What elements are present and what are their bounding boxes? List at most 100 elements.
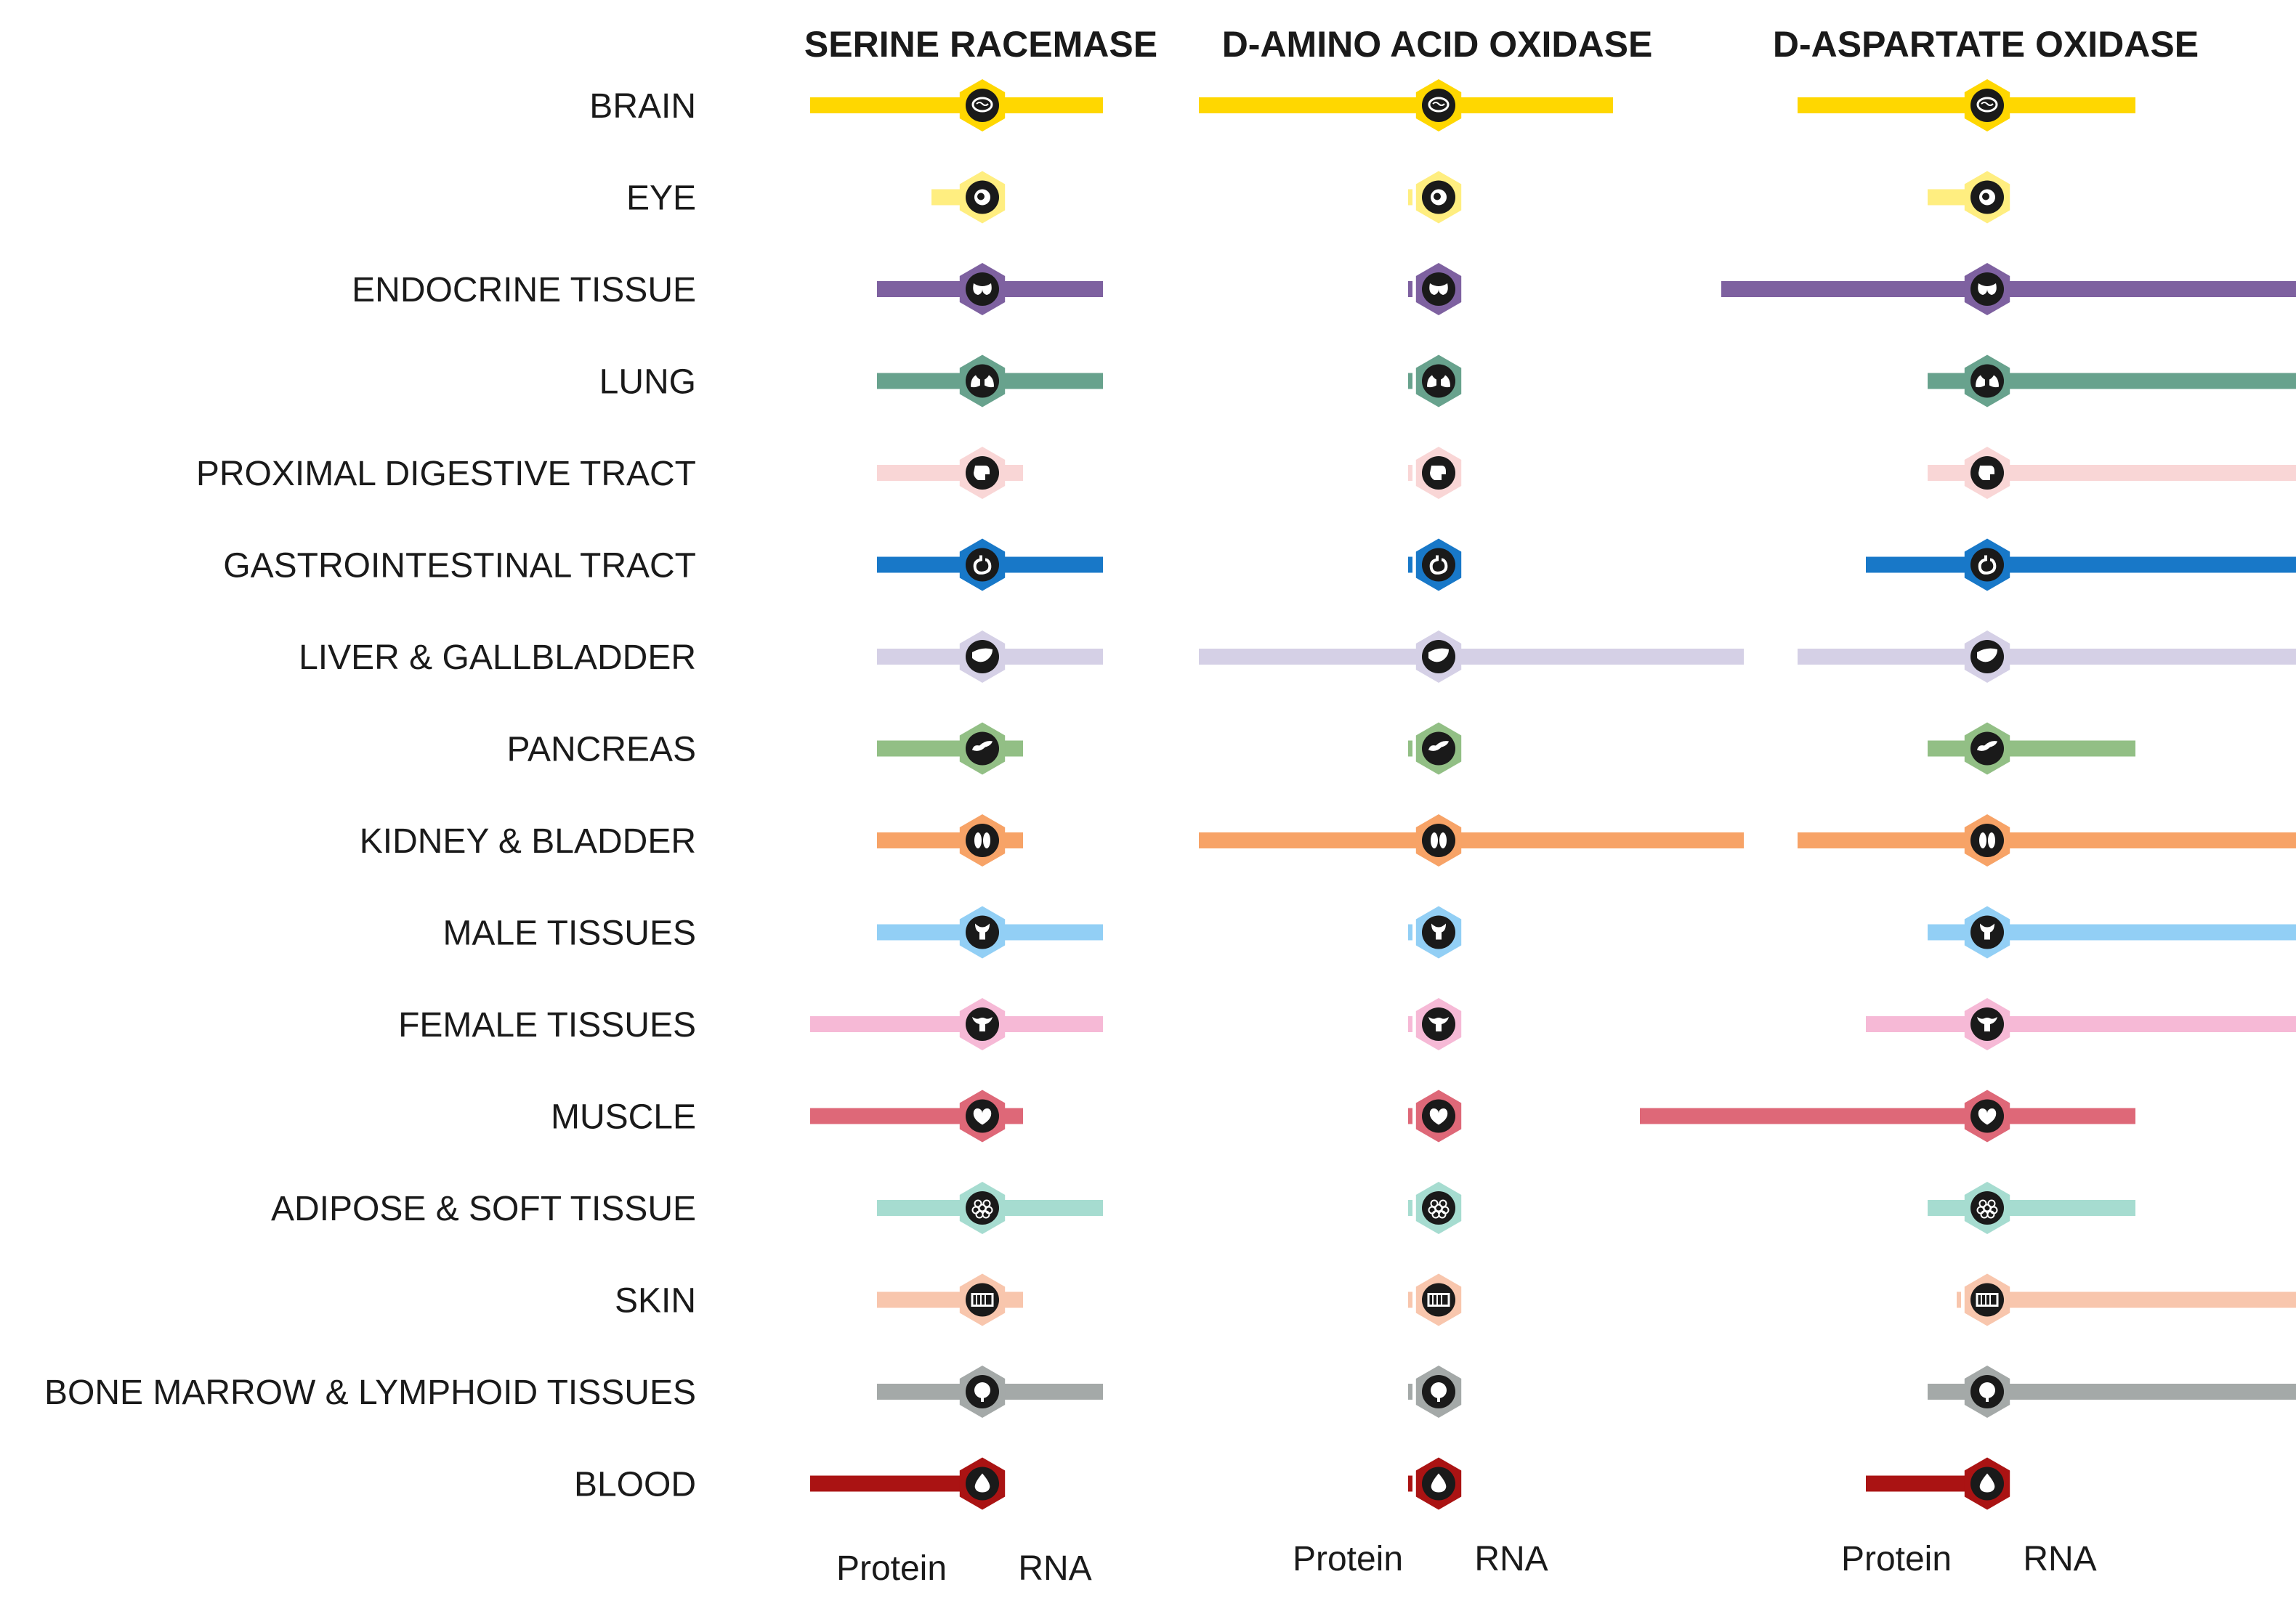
- uterus-icon: [959, 998, 1006, 1050]
- protein-bar-skin-2: [1408, 1291, 1412, 1308]
- uterus-icon: [1415, 998, 1462, 1050]
- row-label-proximal-digestive-tract: PROXIMAL DIGESTIVE TRACT: [196, 455, 696, 493]
- panel-titles: SERINE RACEMASE D-AMINO ACID OXIDASE D-ASP…: [804, 24, 2199, 65]
- kidney-icon: [1415, 814, 1462, 867]
- kidney-icon: [959, 814, 1006, 867]
- protein-caption-3: Protein: [1841, 1540, 1952, 1578]
- rna-bar-lung-1: [982, 373, 1103, 389]
- pancreas-icon: [1964, 722, 2010, 775]
- male-tissue-icon: [959, 906, 1006, 959]
- rna-bar-bone-marrow-and-lymphoid-tissues-3: [1987, 1384, 2296, 1400]
- rna-caption-2: RNA: [1474, 1540, 1548, 1578]
- mouth-icon: [959, 447, 1006, 499]
- rna-bar-kidney-and-bladder-3: [1987, 832, 2296, 848]
- rna-bar-pancreas-3: [1987, 740, 2135, 757]
- panel-title-serine-racemase: SERINE RACEMASE: [804, 24, 1157, 65]
- protein-bar-proximal-digestive-tract-1: [877, 465, 982, 481]
- row-label-liver-and-gallbladder: LIVER & GALLBLADDER: [299, 638, 696, 677]
- eye-icon: [959, 171, 1006, 224]
- lymph-node-icon: [1964, 1366, 2010, 1418]
- rna-bar-muscle-3: [1987, 1108, 2135, 1124]
- protein-bar-blood-1: [810, 1475, 982, 1492]
- eye-icon: [1415, 171, 1462, 224]
- protein-bar-proximal-digestive-tract-2: [1408, 465, 1412, 481]
- stomach-icon: [1415, 538, 1462, 591]
- protein-bar-gastrointestinal-tract-3: [1866, 556, 1987, 573]
- rna-bar-kidney-and-bladder-2: [1439, 832, 1744, 848]
- rna-bar-skin-3: [1987, 1291, 2296, 1308]
- rna-bar-male-tissues-1: [982, 924, 1103, 941]
- row-label-gastrointestinal-tract: GASTROINTESTINAL TRACT: [223, 547, 696, 585]
- rna-bar-female-tissues-3: [1987, 1016, 2296, 1032]
- rna-bar-bone-marrow-and-lymphoid-tissues-1: [982, 1384, 1103, 1400]
- blood-drop-icon: [1964, 1457, 2010, 1510]
- brain-icon: [959, 79, 1006, 131]
- protein-bar-blood-2: [1408, 1475, 1412, 1492]
- rna-bar-liver-and-gallbladder-1: [982, 649, 1103, 665]
- blood-drop-icon: [959, 1457, 1006, 1510]
- rna-bar-liver-and-gallbladder-3: [1987, 649, 2296, 665]
- protein-bar-skin-3: [1957, 1291, 1961, 1308]
- protein-bar-lung-1: [877, 373, 982, 389]
- uterus-icon: [1964, 998, 2010, 1050]
- protein-bar-adipose-and-soft-tissue-2: [1408, 1200, 1412, 1216]
- rna-bar-brain-1: [982, 97, 1103, 113]
- panel-title-d-amino-acid-oxidase: D-AMINO ACID OXIDASE: [1222, 24, 1653, 65]
- protein-bar-liver-and-gallbladder-3: [1798, 649, 1987, 665]
- protein-bar-adipose-and-soft-tissue-1: [877, 1200, 982, 1216]
- skin-icon: [959, 1273, 1006, 1326]
- rna-caption-1: RNA: [1018, 1549, 1091, 1588]
- protein-bar-brain-3: [1798, 97, 1987, 113]
- heart-muscle-icon: [959, 1090, 1006, 1143]
- protein-bar-bone-marrow-and-lymphoid-tissues-2: [1408, 1384, 1412, 1400]
- rna-bar-endocrine-tissue-1: [982, 281, 1103, 297]
- tissue-markers: [959, 79, 2010, 1510]
- protein-bar-brain-2: [1199, 97, 1439, 113]
- protein-caption-1: Protein: [836, 1549, 947, 1588]
- liver-icon: [1964, 630, 2010, 683]
- pancreas-icon: [1415, 722, 1462, 775]
- brain-icon: [1415, 79, 1462, 131]
- row-label-lung: LUNG: [599, 363, 696, 402]
- rna-bar-gastrointestinal-tract-3: [1987, 556, 2296, 573]
- protein-bar-female-tissues-1: [810, 1016, 982, 1032]
- mouth-icon: [1415, 447, 1462, 499]
- eye-icon: [1964, 171, 2010, 224]
- mouth-icon: [1964, 447, 2010, 499]
- liver-icon: [1415, 630, 1462, 683]
- panel-title-d-aspartate-oxidase: D-ASPARTATE OXIDASE: [1773, 24, 2199, 65]
- protein-bar-skin-1: [877, 1291, 982, 1308]
- protein-bar-bone-marrow-and-lymphoid-tissues-1: [877, 1384, 982, 1400]
- lymph-node-icon: [1415, 1366, 1462, 1418]
- row-label-kidney-and-bladder: KIDNEY & BLADDER: [360, 822, 696, 861]
- adipose-icon: [1415, 1182, 1462, 1234]
- protein-bar-muscle-1: [810, 1108, 982, 1124]
- lymph-node-icon: [959, 1366, 1006, 1418]
- blood-drop-icon: [1415, 1457, 1462, 1510]
- rna-bar-lung-3: [1987, 373, 2296, 389]
- male-tissue-icon: [1964, 906, 2010, 959]
- adipose-icon: [1964, 1182, 2010, 1234]
- protein-bar-male-tissues-1: [877, 924, 982, 941]
- protein-bar-gastrointestinal-tract-2: [1408, 556, 1412, 573]
- protein-bar-muscle-2: [1408, 1108, 1412, 1124]
- protein-bar-kidney-and-bladder-1: [877, 832, 982, 848]
- protein-bar-liver-and-gallbladder-2: [1199, 649, 1439, 665]
- thyroid-icon: [1964, 263, 2010, 315]
- protein-bar-female-tissues-3: [1866, 1016, 1987, 1032]
- rna-bar-brain-2: [1439, 97, 1613, 113]
- protein-bar-kidney-and-bladder-2: [1199, 832, 1439, 848]
- rna-bar-gastrointestinal-tract-1: [982, 556, 1103, 573]
- protein-bar-male-tissues-2: [1408, 924, 1412, 941]
- pancreas-icon: [959, 722, 1006, 775]
- protein-bar-endocrine-tissue-1: [877, 281, 982, 297]
- bars: [810, 97, 2296, 1492]
- stomach-icon: [1964, 538, 2010, 591]
- rna-bar-adipose-and-soft-tissue-3: [1987, 1200, 2135, 1216]
- skin-icon: [1415, 1273, 1462, 1326]
- rna-caption-3: RNA: [2023, 1540, 2096, 1578]
- row-label-eye: EYE: [626, 179, 696, 218]
- row-label-skin: SKIN: [615, 1282, 696, 1321]
- protein-caption-2: Protein: [1293, 1540, 1403, 1578]
